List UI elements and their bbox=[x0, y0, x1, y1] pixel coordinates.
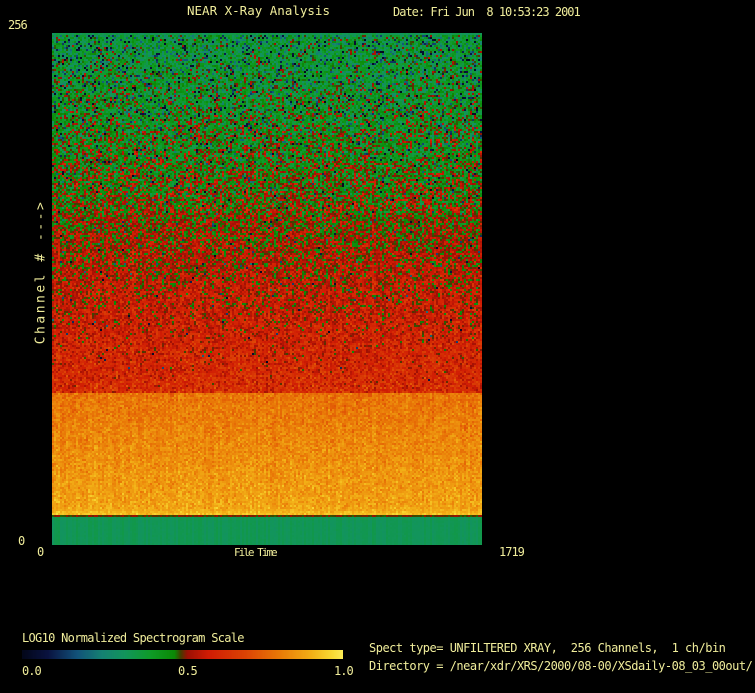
spect-type-line: Spect type= UNFILTERED XRAY, 256 Channel… bbox=[369, 641, 726, 655]
y-axis-title: Channel # ---> bbox=[33, 199, 49, 345]
date-label: Date: Fri Jun 8 10:53:23 2001 bbox=[393, 5, 581, 19]
colorbar-tick-05: 0.5 bbox=[178, 664, 198, 678]
colorbar-tick-0: 0.0 bbox=[22, 664, 42, 678]
colorbar-gradient bbox=[22, 650, 343, 659]
x-axis-title: File Time bbox=[234, 546, 278, 559]
directory-line: Directory = /near/xdr/XRS/2000/08-00/XSd… bbox=[369, 659, 753, 673]
x-axis-max-tick: 1719 bbox=[499, 545, 525, 559]
colorbar-title: LOG10 Normalized Spectrogram Scale bbox=[22, 631, 245, 645]
x-axis-min-tick: 0 bbox=[37, 545, 44, 559]
spectrogram-canvas bbox=[52, 33, 482, 545]
page-title: NEAR X-Ray Analysis bbox=[187, 3, 330, 18]
y-axis-max-tick: 256 bbox=[8, 18, 28, 32]
y-axis-min-tick: 0 bbox=[18, 534, 25, 548]
colorbar-tick-1: 1.0 bbox=[334, 664, 354, 678]
